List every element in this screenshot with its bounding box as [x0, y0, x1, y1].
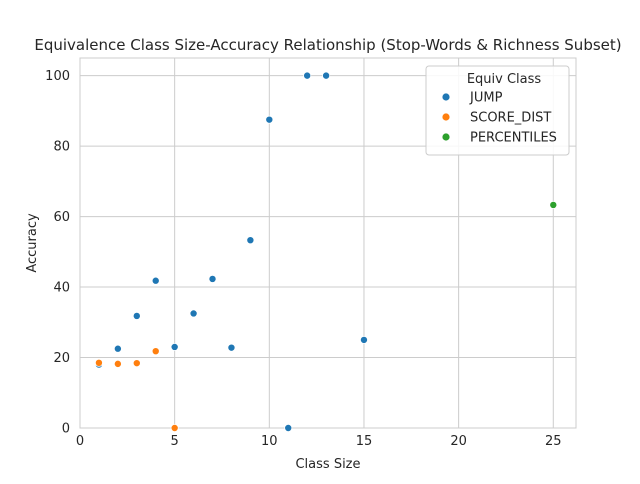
legend-marker-percentiles	[441, 132, 451, 142]
x-tick-label: 0	[76, 434, 84, 449]
data-point-score-dist	[132, 359, 141, 368]
legend-label-score-dist: SCORE_DIST	[470, 111, 551, 126]
x-tick-label: 25	[545, 434, 562, 449]
data-point-jump	[303, 71, 312, 80]
y-tick-label: 0	[62, 422, 70, 437]
data-point-jump	[284, 423, 293, 432]
y-tick-label: 20	[53, 351, 70, 366]
y-tick-label: 40	[53, 281, 70, 296]
data-points	[94, 71, 558, 432]
x-axis-label: Class Size	[295, 457, 360, 472]
x-tick-label: 10	[261, 434, 278, 449]
data-point-score-dist	[151, 347, 160, 356]
data-point-score-dist	[170, 423, 179, 432]
data-point-score-dist	[113, 359, 122, 368]
tick-labels: 0 5 10 15 20 25 0 20 40 60 80 100	[45, 69, 561, 449]
legend-items: JUMP SCORE_DIST PERCENTILES	[441, 91, 557, 146]
data-point-score-dist	[94, 358, 103, 367]
data-point-jump	[132, 311, 141, 320]
data-point-percentiles	[549, 200, 558, 209]
data-point-jump	[189, 309, 198, 318]
y-axis-label: Accuracy	[25, 213, 40, 273]
data-point-jump	[359, 335, 368, 344]
x-tick-label: 20	[450, 434, 467, 449]
x-tick-label: 15	[356, 434, 373, 449]
data-point-jump	[170, 342, 179, 351]
y-tick-label: 100	[45, 69, 70, 84]
legend-label-jump: JUMP	[469, 91, 503, 106]
legend: Equiv Class JUMP SCORE_DIST PERCENTILES	[425, 65, 570, 156]
legend-marker-score-dist	[441, 112, 451, 122]
data-point-jump	[246, 236, 255, 245]
chart-title: Equivalence Class Size-Accuracy Relation…	[34, 36, 621, 54]
x-tick-label: 5	[171, 434, 179, 449]
legend-label-percentiles: PERCENTILES	[470, 131, 557, 146]
plot-frame	[79, 57, 577, 429]
legend-box	[425, 65, 570, 156]
data-point-jump	[227, 343, 236, 352]
data-point-jump	[151, 276, 160, 285]
data-point-jump	[208, 274, 217, 283]
data-point-jump	[113, 344, 122, 353]
data-point-jump	[322, 71, 331, 80]
y-tick-label: 60	[53, 210, 70, 225]
legend-marker-jump	[441, 92, 451, 102]
data-point-jump	[265, 115, 274, 124]
y-tick-label: 80	[53, 140, 70, 155]
legend-title: Equiv Class	[467, 72, 542, 87]
